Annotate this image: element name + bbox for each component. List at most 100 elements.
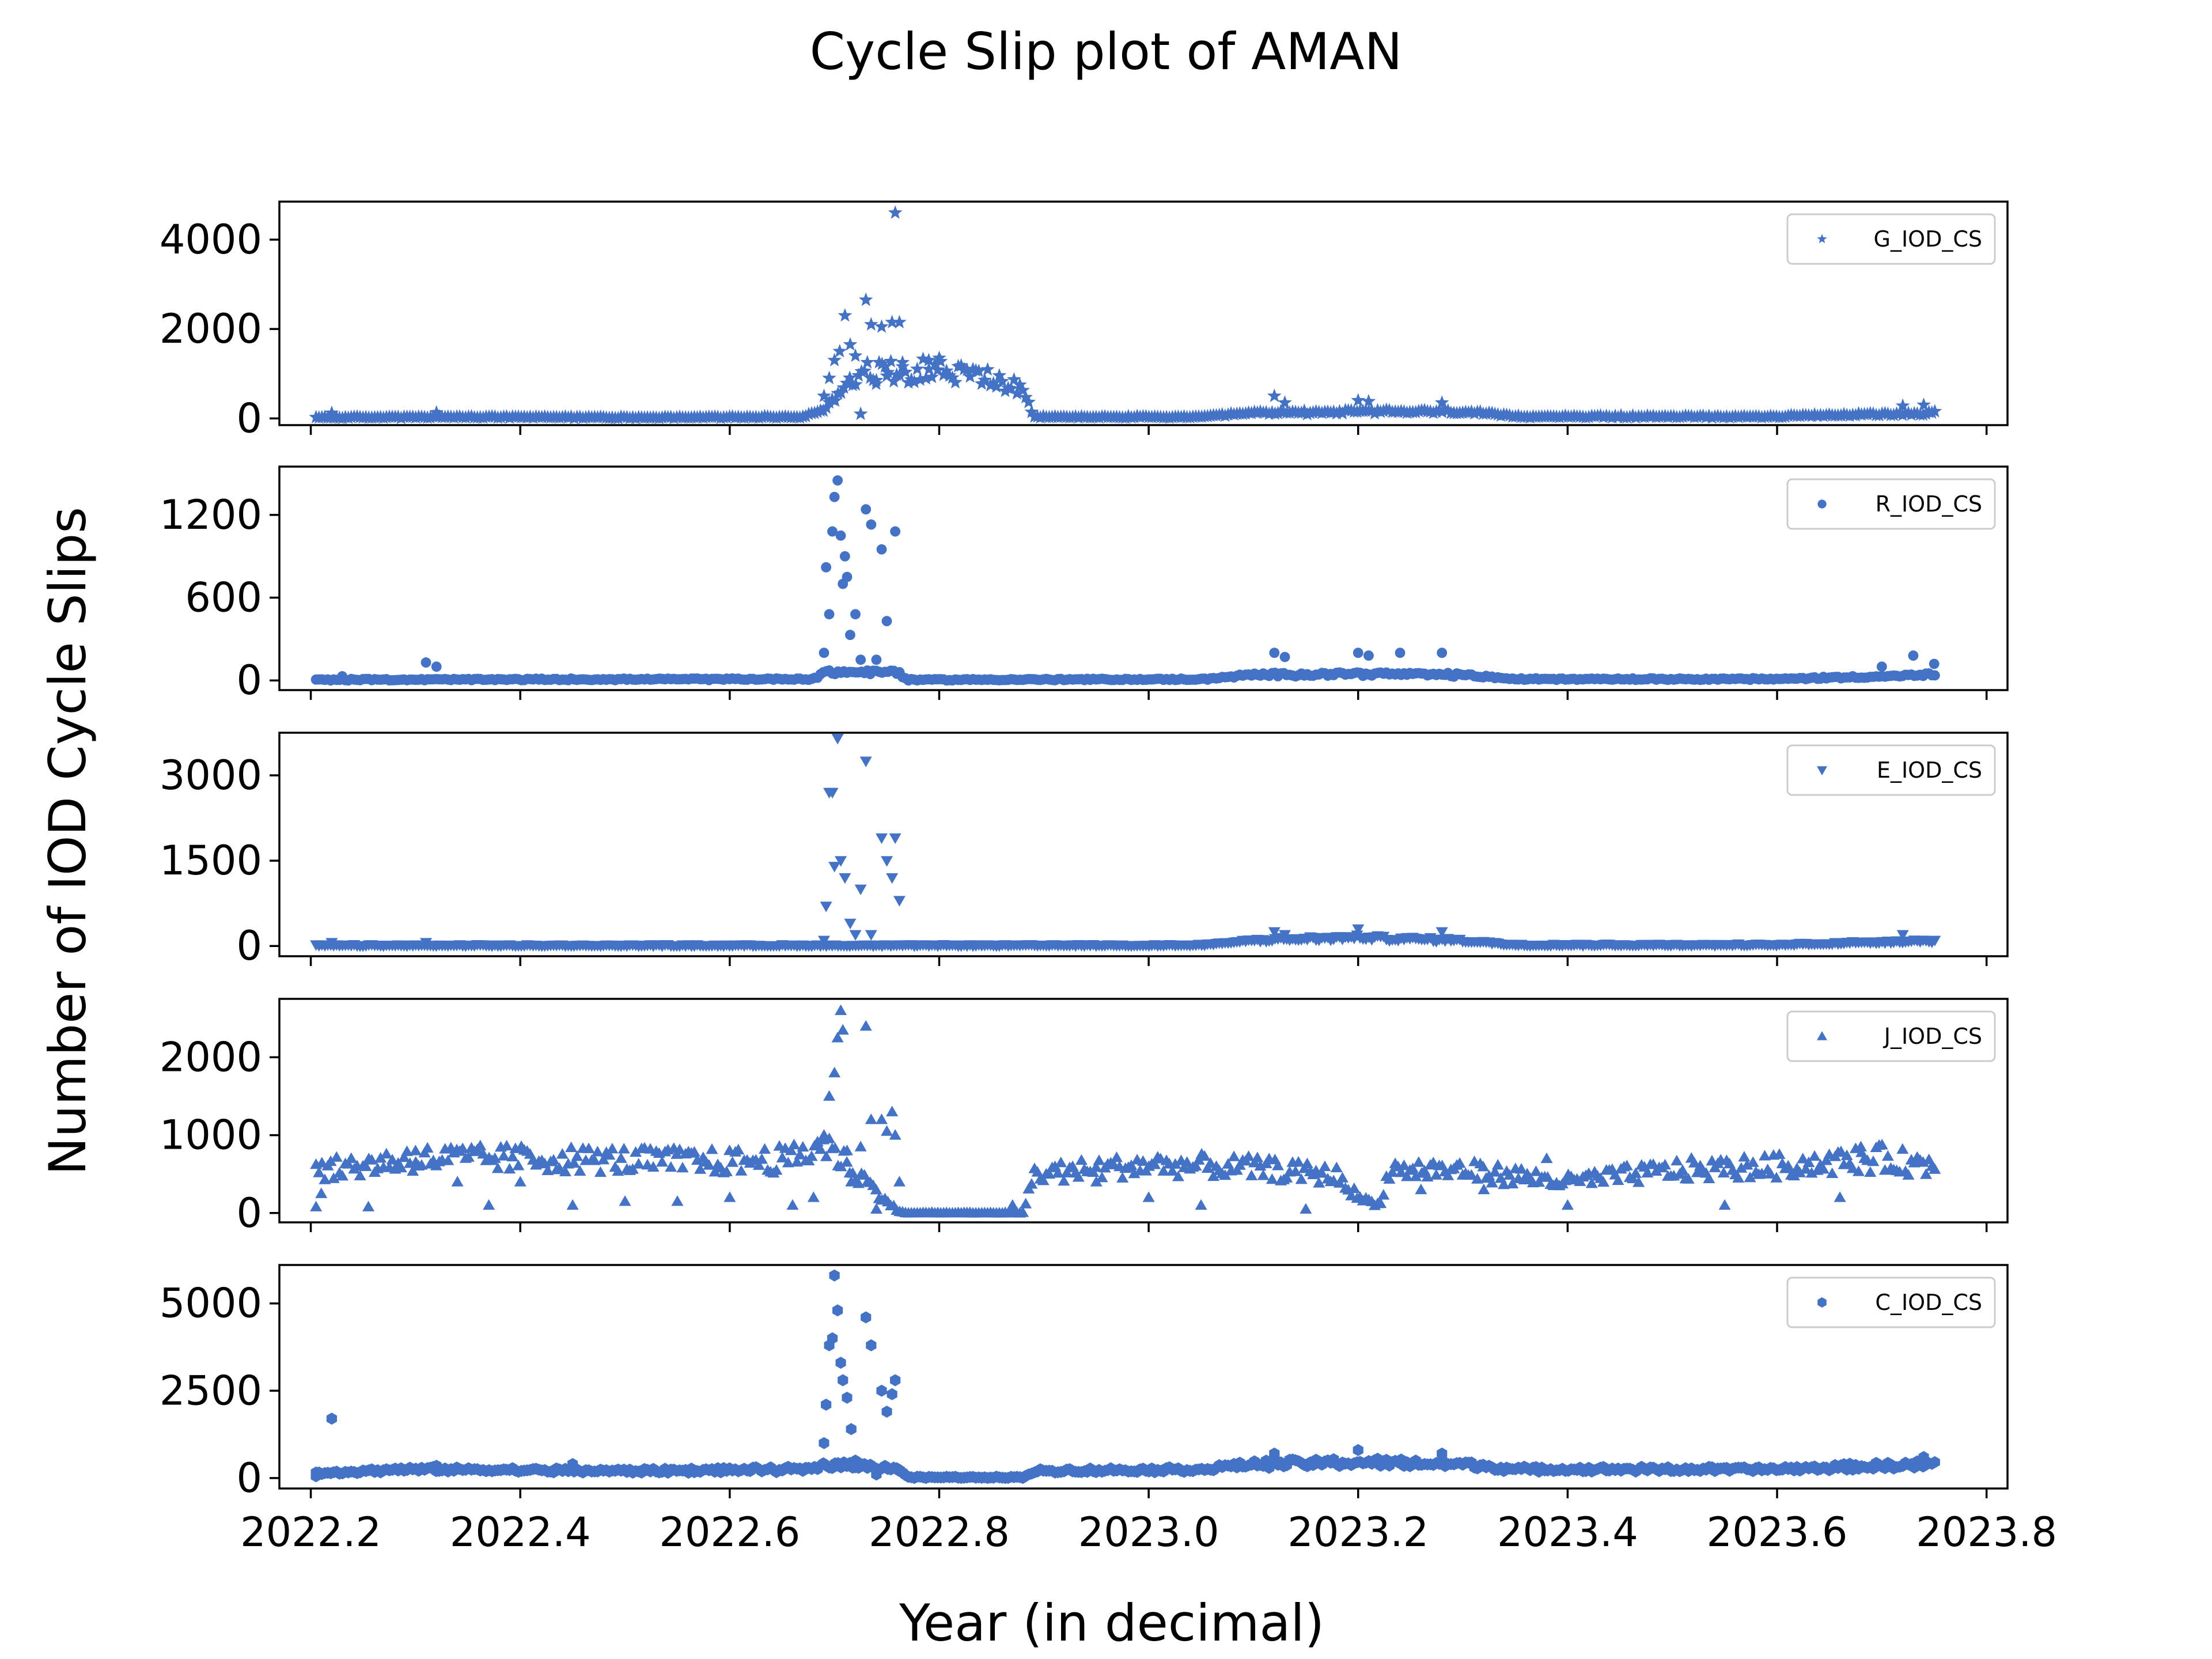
data-point xyxy=(876,544,887,555)
data-point xyxy=(821,562,832,573)
data-point xyxy=(1612,1174,1624,1185)
data-point xyxy=(853,406,868,421)
data-point xyxy=(1297,403,1312,417)
subplot-c-iod-cs: 0 2500 5000 2022.2 2022.4 2022.6 2022.8 2023.0 2… xyxy=(160,1264,2057,1556)
data-point xyxy=(835,1004,847,1016)
data-point xyxy=(709,1166,721,1177)
data-point xyxy=(1010,386,1024,400)
data-point xyxy=(1090,1176,1103,1187)
data-point xyxy=(1741,1159,1753,1170)
data-point xyxy=(863,370,878,384)
data-point xyxy=(808,1461,819,1474)
data-point xyxy=(1852,1165,1865,1176)
data-point xyxy=(1867,1155,1880,1166)
data-point xyxy=(848,348,863,362)
data-point xyxy=(582,1142,595,1153)
data-point xyxy=(1732,1172,1745,1183)
data-point xyxy=(1058,1175,1070,1186)
axes-frame xyxy=(278,998,2009,1224)
data-point xyxy=(1251,1152,1264,1162)
data-point xyxy=(1013,377,1027,391)
data-point xyxy=(855,1458,866,1471)
data-point xyxy=(875,833,888,844)
data-point xyxy=(442,1154,454,1165)
data-point xyxy=(1055,1156,1067,1168)
data-point xyxy=(881,1125,893,1136)
legend: G_IOD_CS xyxy=(1786,213,1996,265)
data-point xyxy=(894,1465,905,1478)
data-point xyxy=(1096,1171,1108,1183)
y-axis-label: Number of IOD Cycle Slips xyxy=(38,507,97,1175)
data-point xyxy=(820,1150,832,1161)
data-point xyxy=(1348,1182,1361,1194)
data-point xyxy=(1805,1166,1818,1178)
data-point xyxy=(1437,647,1448,658)
legend-box xyxy=(1786,1010,1996,1062)
data-point xyxy=(1782,1160,1794,1171)
data-point xyxy=(315,1187,328,1198)
data-point xyxy=(1929,670,1940,681)
legend: E_IOD_CS xyxy=(1786,744,1996,796)
axes-frame xyxy=(278,200,2009,426)
data-point xyxy=(887,374,901,388)
legend-label: R_IOD_CS xyxy=(1876,491,1982,517)
data-point xyxy=(904,372,919,386)
data-point xyxy=(483,1199,495,1210)
data-point xyxy=(1166,1165,1179,1176)
data-point xyxy=(895,359,910,373)
data-point xyxy=(1316,1167,1328,1178)
data-point xyxy=(1747,1156,1759,1167)
data-point xyxy=(992,368,1007,382)
data-point xyxy=(1442,1169,1455,1180)
data-point xyxy=(1336,1172,1349,1183)
data-point xyxy=(647,1161,660,1172)
legend-label: G_IOD_CS xyxy=(1874,226,1982,252)
data-point xyxy=(386,1154,399,1165)
data-point xyxy=(1330,1161,1343,1172)
data-point xyxy=(871,1468,882,1481)
data-point xyxy=(794,1149,806,1160)
legend-marker xyxy=(1817,499,1827,509)
data-point xyxy=(1006,372,1021,386)
data-point xyxy=(1149,1158,1161,1169)
data-point xyxy=(1278,930,1291,941)
data-point xyxy=(491,1162,504,1173)
legend-marker xyxy=(1817,766,1827,775)
data-point xyxy=(319,1173,331,1184)
data-point xyxy=(1219,1169,1232,1180)
data-point xyxy=(618,1142,630,1154)
data-point xyxy=(1400,1170,1413,1181)
data-point xyxy=(1397,1159,1410,1171)
data-point xyxy=(342,1158,355,1169)
data-point xyxy=(978,373,992,387)
data-point xyxy=(1093,1154,1105,1165)
data-point xyxy=(1292,1156,1305,1167)
y-tick-label: 0 xyxy=(236,922,262,969)
data-point xyxy=(720,1165,733,1176)
legend-box xyxy=(1786,213,1996,265)
data-point xyxy=(397,1151,410,1162)
data-point xyxy=(336,1170,349,1181)
data-point xyxy=(1142,1191,1155,1202)
data-point xyxy=(854,884,867,896)
data-point xyxy=(930,362,945,376)
data-point xyxy=(571,1150,584,1161)
data-point xyxy=(1864,1166,1877,1177)
data-point xyxy=(1268,927,1281,938)
data-point xyxy=(1363,650,1374,661)
data-point xyxy=(817,935,830,946)
data-point xyxy=(566,1199,579,1210)
data-point xyxy=(893,896,906,907)
legend-label: J_IOD_CS xyxy=(1883,1024,1982,1049)
data-point xyxy=(828,862,841,873)
data-point xyxy=(884,354,898,368)
y-tick-label: 2500 xyxy=(160,1367,262,1414)
legend-box xyxy=(1786,478,1996,530)
data-point xyxy=(865,1113,877,1124)
data-point xyxy=(501,1139,513,1151)
data-point xyxy=(374,1152,387,1163)
data-point xyxy=(1759,1150,1771,1161)
data-point xyxy=(842,571,853,582)
data-point xyxy=(829,1142,842,1153)
data-point xyxy=(887,1388,897,1400)
